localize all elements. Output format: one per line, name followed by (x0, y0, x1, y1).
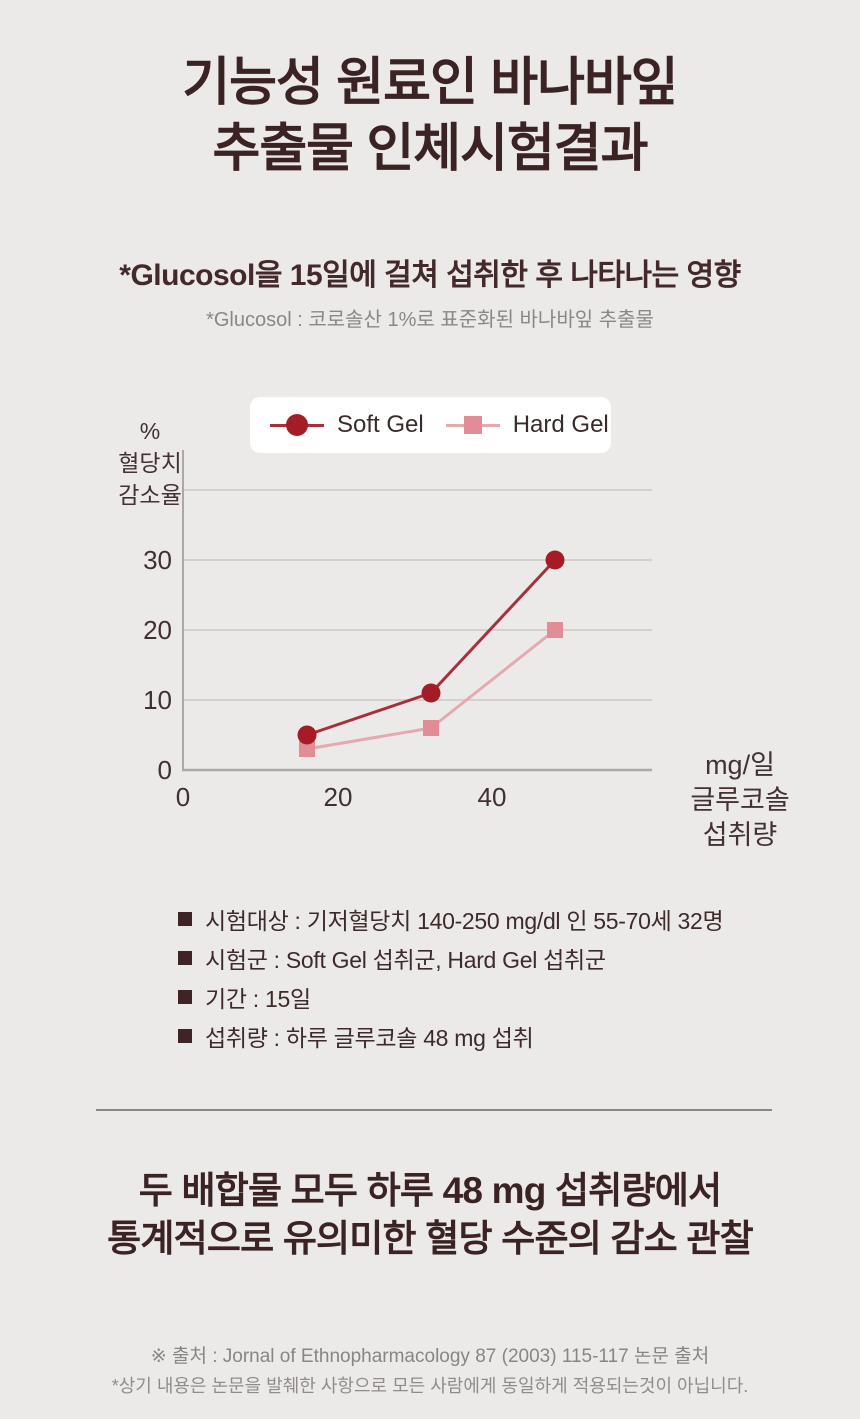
soft-gel-point (545, 550, 565, 570)
source-citation: ※ 출처 : Jornal of Ethnopharmacology 87 (2… (150, 1346, 710, 1367)
soft-gel-point (297, 725, 317, 745)
legend-item-hard-gel: Hard Gel (445, 411, 609, 439)
y-tick-20: 20 (143, 615, 172, 645)
page-title-line2: 추출물 인체시험결과 (212, 120, 648, 178)
soft-gel-line (306, 558, 557, 737)
study-details-list: 시험대상 : 기저혈당치 140-250 mg/dl 인 55-70세 32명 … (178, 899, 724, 1055)
x-tick-20: 20 (323, 782, 353, 812)
legend-label-hard-gel: Hard Gel (512, 411, 609, 438)
section-divider (96, 1109, 772, 1111)
square-bullet-icon (178, 1028, 192, 1043)
hard-gel-point (299, 741, 315, 757)
square-bullet-icon (178, 911, 192, 926)
chart-subtitle: *Glucosol을 15일에 걸쳐 섭취한 후 나타나는 영향 (119, 259, 741, 292)
list-item: 시험군 : Soft Gel 섭취군, Hard Gel 섭취군 (178, 938, 723, 977)
glucosol-note: *Glucosol : 코로솔산 1%로 표준화된 바나바잎 추출물 (206, 309, 654, 331)
conclusion-text: 두 배합물 모두 하루 48 mg 섭취량에서 통계적으로 유의미한 혈당 수준… (0, 1167, 860, 1263)
list-item: 섭취량 : 하루 글루코솔 48 mg 섭취 (178, 1016, 723, 1055)
list-item: 시험대상 : 기저혈당치 140-250 mg/dl 인 55-70세 32명 (178, 899, 724, 938)
square-bullet-icon (178, 989, 192, 1004)
x-tick-40: 40 (477, 782, 507, 812)
x-tick-0: 0 (175, 782, 191, 812)
hard-gel-marker-icon (445, 413, 500, 437)
line-chart: Soft Gel Hard Gel % 혈당치 감소율 30 20 10 0 0… (0, 390, 860, 880)
chart-legend: Soft Gel Hard Gel (250, 397, 611, 453)
hard-gel-point (547, 622, 563, 638)
conclusion-line1: 두 배합물 모두 하루 48 mg 섭취량에서 (138, 1170, 722, 1211)
legend-label-soft-gel: Soft Gel (337, 411, 424, 438)
page-title: 기능성 원료인 바나바잎 추출물 인체시험결과 (0, 50, 860, 182)
soft-gel-marker-icon (270, 413, 324, 437)
hard-gel-point (423, 720, 439, 736)
square-bullet-icon (178, 950, 192, 965)
disclaimer-text: *상기 내용은 논문을 발췌한 사항으로 모든 사람에게 동일하게 적용되는것이… (111, 1376, 749, 1396)
y-axis-label: % 혈당치 감소율 (118, 418, 182, 508)
legend-item-soft-gel: Soft Gel (270, 411, 424, 439)
page-title-line1: 기능성 원료인 바나바잎 (182, 54, 678, 112)
y-tick-0: 0 (157, 755, 172, 785)
y-tick-30: 30 (143, 545, 172, 575)
conclusion-line2: 통계적으로 유의미한 혈당 수준의 감소 관찰 (107, 1218, 754, 1259)
y-tick-10: 10 (143, 685, 172, 715)
chart-plot (182, 450, 652, 772)
x-axis-unit-label: mg/일 글루코솔 섭취량 (690, 750, 790, 850)
soft-gel-point (421, 683, 441, 703)
list-item: 기간 : 15일 (178, 977, 723, 1016)
